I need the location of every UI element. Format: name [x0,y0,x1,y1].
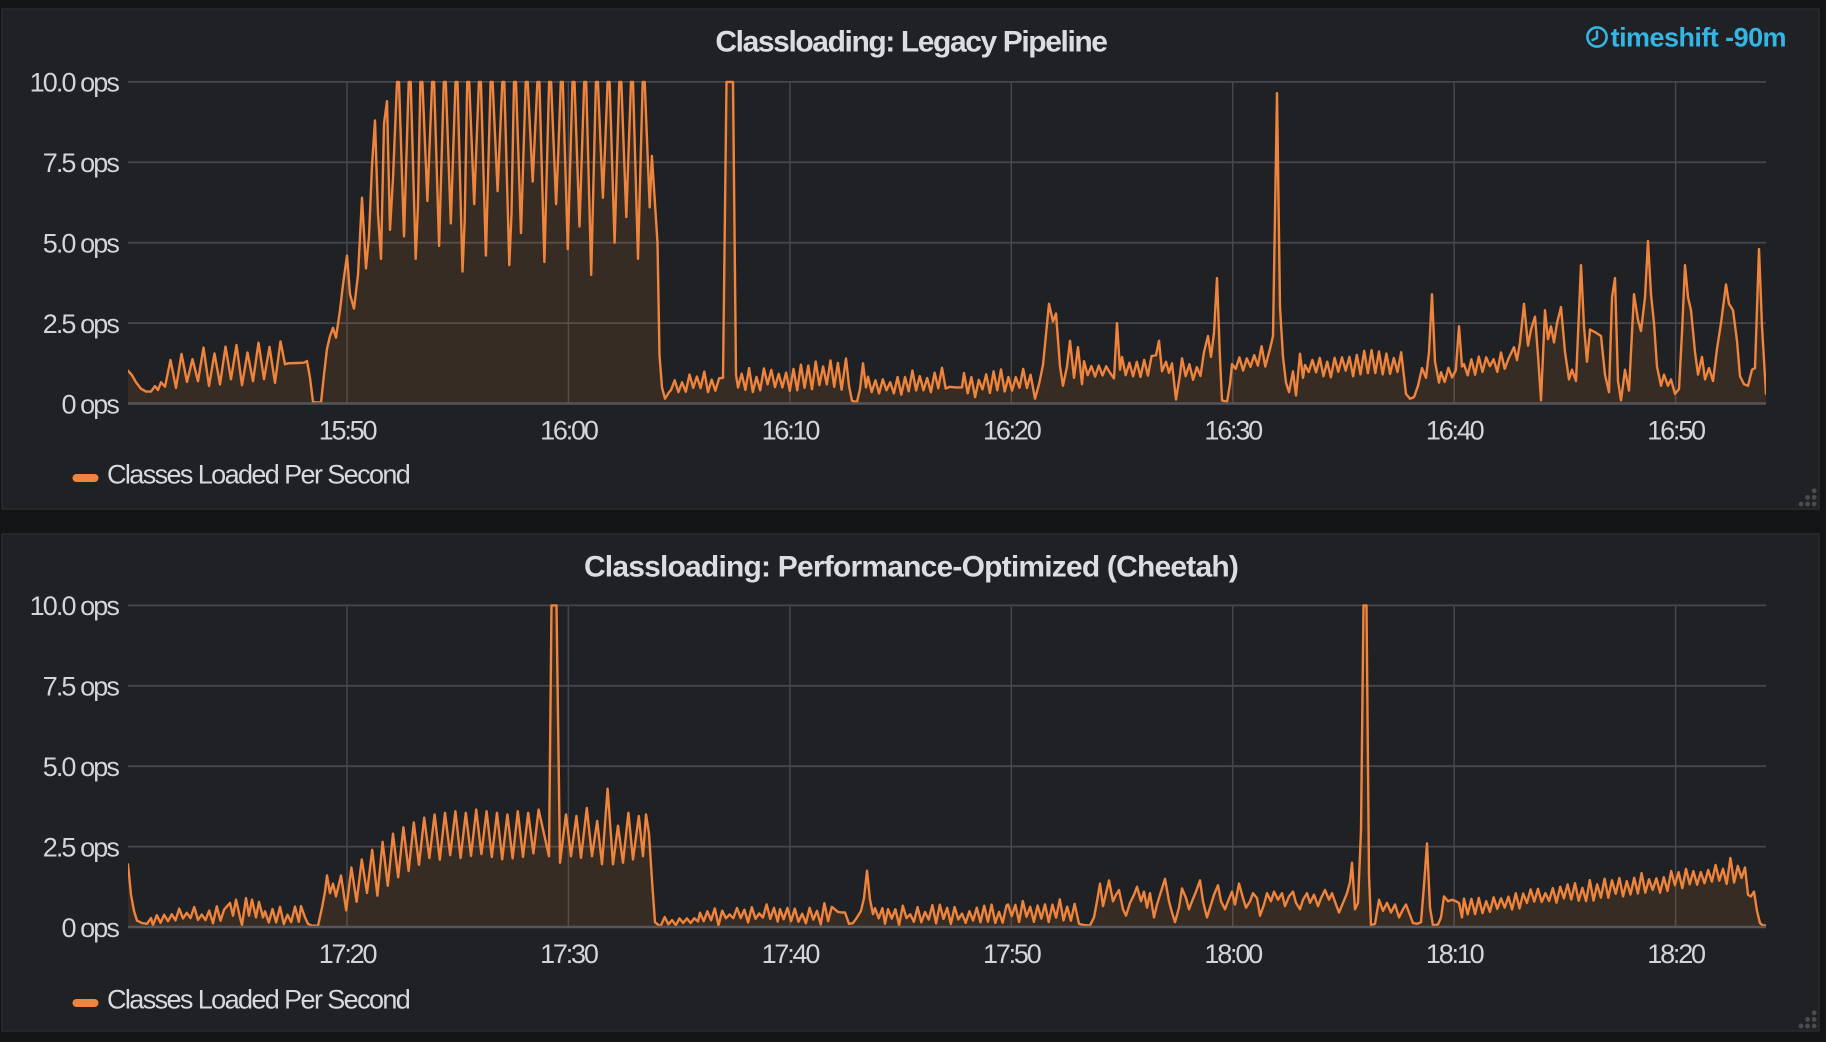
svg-text:Classloading: Legacy Pipeline: Classloading: Legacy Pipeline [715,26,1107,59]
svg-text:0 ops: 0 ops [61,913,119,943]
svg-text:2.5 ops: 2.5 ops [43,832,120,862]
svg-text:7.5 ops: 7.5 ops [43,148,120,178]
svg-text:18:20: 18:20 [1647,939,1705,969]
svg-text:15:50: 15:50 [319,416,377,446]
svg-text:0 ops: 0 ops [61,389,119,419]
svg-text:16:00: 16:00 [540,416,598,446]
svg-text:5.0 ops: 5.0 ops [43,752,120,782]
svg-text:2.5 ops: 2.5 ops [43,309,120,339]
svg-text:Classloading: Performance-Opti: Classloading: Performance-Optimized (Che… [584,551,1238,584]
svg-text:timeshift -90m: timeshift -90m [1611,23,1786,53]
svg-text:16:10: 16:10 [762,416,820,446]
svg-text:17:30: 17:30 [540,939,598,969]
svg-text:16:20: 16:20 [983,416,1041,446]
svg-text:17:40: 17:40 [762,939,820,969]
svg-text:Classes Loaded Per Second: Classes Loaded Per Second [107,985,410,1015]
svg-text:16:50: 16:50 [1647,416,1705,446]
svg-text:5.0 ops: 5.0 ops [43,229,120,259]
svg-text:16:30: 16:30 [1204,416,1262,446]
svg-text:10.0 ops: 10.0 ops [30,591,120,621]
svg-text:Classes Loaded Per Second: Classes Loaded Per Second [107,460,410,490]
svg-text:17:50: 17:50 [983,939,1041,969]
svg-text:17:20: 17:20 [319,939,377,969]
svg-text:10.0 ops: 10.0 ops [30,68,120,98]
svg-text:18:00: 18:00 [1204,939,1262,969]
svg-text:18:10: 18:10 [1426,939,1484,969]
svg-text:16:40: 16:40 [1426,416,1484,446]
svg-text:7.5 ops: 7.5 ops [43,672,120,702]
